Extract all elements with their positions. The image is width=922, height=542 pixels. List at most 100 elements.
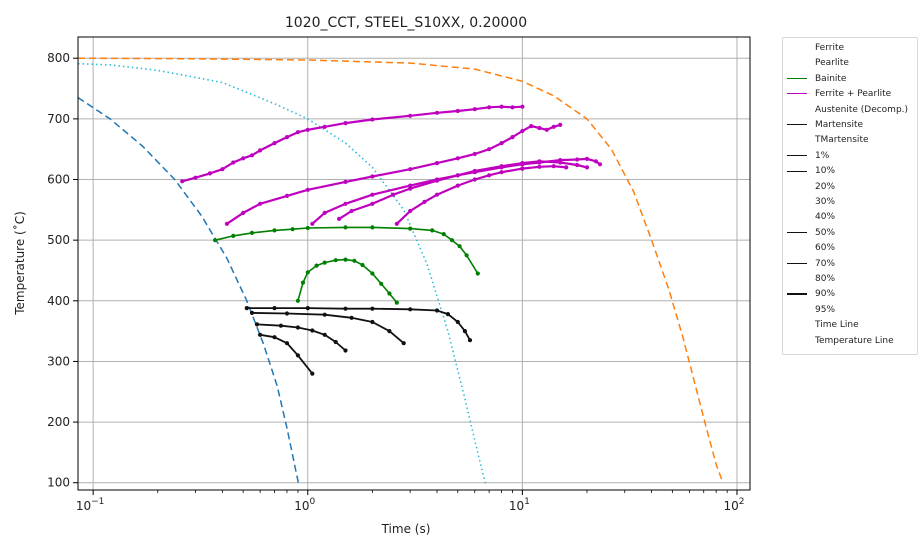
legend-label: Pearlite: [815, 58, 849, 69]
data-point: [434, 192, 440, 197]
data-point: [499, 141, 504, 146]
data-point: [249, 310, 255, 315]
data-point: [434, 110, 440, 115]
legend-item: Ferrite + Pearlite: [783, 89, 919, 99]
data-point: [352, 258, 357, 263]
legend-swatch: [787, 262, 807, 264]
data-point: [487, 173, 492, 178]
data-point: [333, 339, 338, 345]
data-point: [434, 308, 440, 313]
legend-item: Bainite: [783, 74, 919, 84]
data-point: [272, 228, 277, 233]
legend-item: 60%: [783, 243, 919, 253]
series-martensite-12: [254, 322, 348, 353]
data-point: [322, 312, 327, 317]
data-point: [193, 175, 198, 180]
data-point: [379, 281, 384, 286]
series-martensite-13: [258, 332, 315, 376]
data-point: [455, 156, 460, 161]
series-martensite-11: [249, 310, 406, 346]
legend-item: 90%: [783, 289, 919, 299]
data-point: [408, 167, 413, 172]
data-point: [464, 253, 469, 258]
legend-item: 80%: [783, 274, 919, 284]
legend-label: 70%: [815, 258, 836, 269]
data-point: [564, 165, 569, 170]
data-point: [434, 178, 440, 183]
data-point: [520, 166, 525, 171]
data-point: [272, 335, 277, 340]
data-point: [487, 147, 492, 152]
data-point: [499, 164, 504, 169]
data-point: [537, 125, 542, 131]
data-point: [258, 148, 263, 153]
data-point: [370, 117, 375, 122]
legend-item: 10%: [783, 166, 919, 176]
data-point: [349, 208, 354, 214]
legend-item: 70%: [783, 259, 919, 269]
legend-label: TMartensite: [815, 135, 869, 146]
data-point: [278, 323, 283, 328]
data-point: [290, 227, 295, 232]
data-point: [370, 225, 375, 230]
axis-ticks: 10−1 100 101 102 100 200 300 400 500 600 700 800: [47, 51, 744, 513]
data-point: [343, 225, 348, 230]
data-point: [370, 271, 375, 276]
series-line: [297, 258, 398, 304]
data-point: [284, 135, 290, 140]
legend-swatch: [787, 124, 807, 126]
data-point: [430, 228, 435, 233]
series-layer: [77, 57, 724, 487]
legend-label: Bainite: [815, 73, 847, 84]
data-point: [408, 113, 413, 118]
legend-item: Temperature Line: [783, 336, 919, 346]
data-point: [272, 306, 277, 311]
data-point: [472, 168, 477, 174]
data-point: [284, 193, 290, 198]
data-point: [441, 232, 446, 237]
data-point: [249, 153, 255, 158]
x-tick-label: 101: [509, 497, 530, 513]
data-point: [455, 173, 460, 178]
data-point: [584, 156, 590, 161]
legend-label: 20%: [815, 181, 836, 192]
legend-swatch: [787, 170, 807, 172]
y-tick-label: 600: [47, 173, 70, 187]
data-point: [370, 306, 375, 311]
data-point: [370, 201, 375, 206]
data-point: [300, 280, 306, 285]
data-point: [284, 341, 290, 346]
data-point: [314, 263, 319, 268]
data-point: [343, 179, 348, 184]
series-line: [77, 62, 488, 487]
y-tick-label: 300: [47, 354, 70, 368]
legend-item: Time Line: [783, 320, 919, 330]
data-point: [258, 201, 263, 206]
y-tick-label: 400: [47, 294, 70, 308]
legend-swatch: [787, 155, 807, 157]
data-point: [455, 108, 460, 114]
data-point: [445, 312, 450, 317]
legend-label: 40%: [815, 212, 836, 223]
data-point: [272, 141, 277, 146]
grid-lines: [78, 37, 750, 490]
series-bainite-9: [295, 257, 399, 305]
data-point: [499, 170, 504, 175]
y-tick-label: 200: [47, 415, 70, 429]
series-ferrite-pearlite-7: [394, 164, 569, 226]
data-point: [537, 164, 542, 169]
data-point: [387, 291, 392, 296]
legend-label: 30%: [815, 197, 836, 207]
legend-label: Ferrite + Pearlite: [815, 89, 892, 100]
legend-label: 95%: [815, 304, 836, 315]
series-line: [338, 160, 588, 220]
data-point: [487, 105, 492, 110]
data-point: [224, 221, 229, 226]
data-point: [241, 156, 246, 161]
legend-label: 10%: [815, 166, 836, 177]
data-point: [422, 199, 427, 204]
data-point: [472, 177, 477, 182]
data-point: [408, 183, 413, 188]
data-point: [310, 328, 315, 333]
data-point: [575, 157, 580, 162]
